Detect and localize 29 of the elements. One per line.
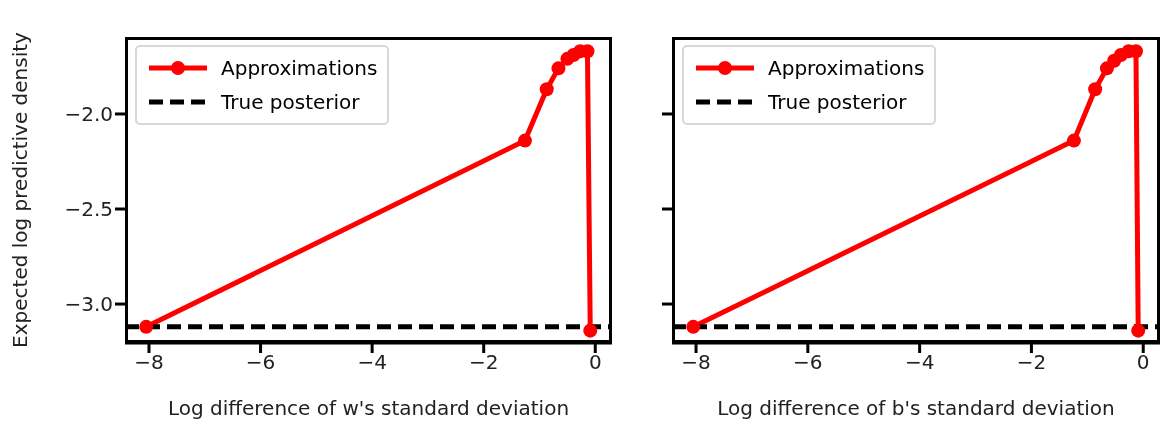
- y-axis-title: Expected log predictive density: [8, 31, 32, 348]
- x-tick-label: −8: [134, 350, 164, 375]
- x-tick-label: −4: [357, 350, 387, 375]
- point: [1131, 323, 1146, 338]
- point: [551, 61, 566, 76]
- y-tick-label: −2.5: [64, 197, 113, 222]
- point: [539, 82, 554, 97]
- point: [583, 323, 598, 338]
- x-tick-label: −2: [1016, 350, 1047, 375]
- legend-label: True posterior: [221, 90, 360, 114]
- point: [139, 319, 154, 334]
- x-tick-label: 0: [588, 350, 602, 375]
- x-tick-label: −2: [468, 350, 499, 375]
- point: [1066, 133, 1081, 148]
- x-tick-label: −6: [245, 350, 276, 375]
- point: [517, 133, 532, 148]
- x-tick-label: −4: [904, 350, 935, 375]
- point: [1088, 82, 1103, 97]
- x-axis-title: Log difference of w's standard deviation: [167, 396, 570, 420]
- x-axis-title: Log difference of b's standard deviation: [717, 396, 1115, 420]
- x-tick-label: −8: [681, 350, 711, 375]
- legend-label: True posterior: [768, 90, 907, 114]
- y-tick-label: −2.0: [64, 102, 113, 127]
- y-tick-label: −3.0: [64, 292, 113, 317]
- legend-label: Approximations: [221, 56, 378, 80]
- x-tick-label: 0: [1136, 350, 1150, 375]
- point: [686, 319, 701, 334]
- x-tick-label: −6: [793, 350, 823, 375]
- legend-label: Approximations: [768, 56, 925, 80]
